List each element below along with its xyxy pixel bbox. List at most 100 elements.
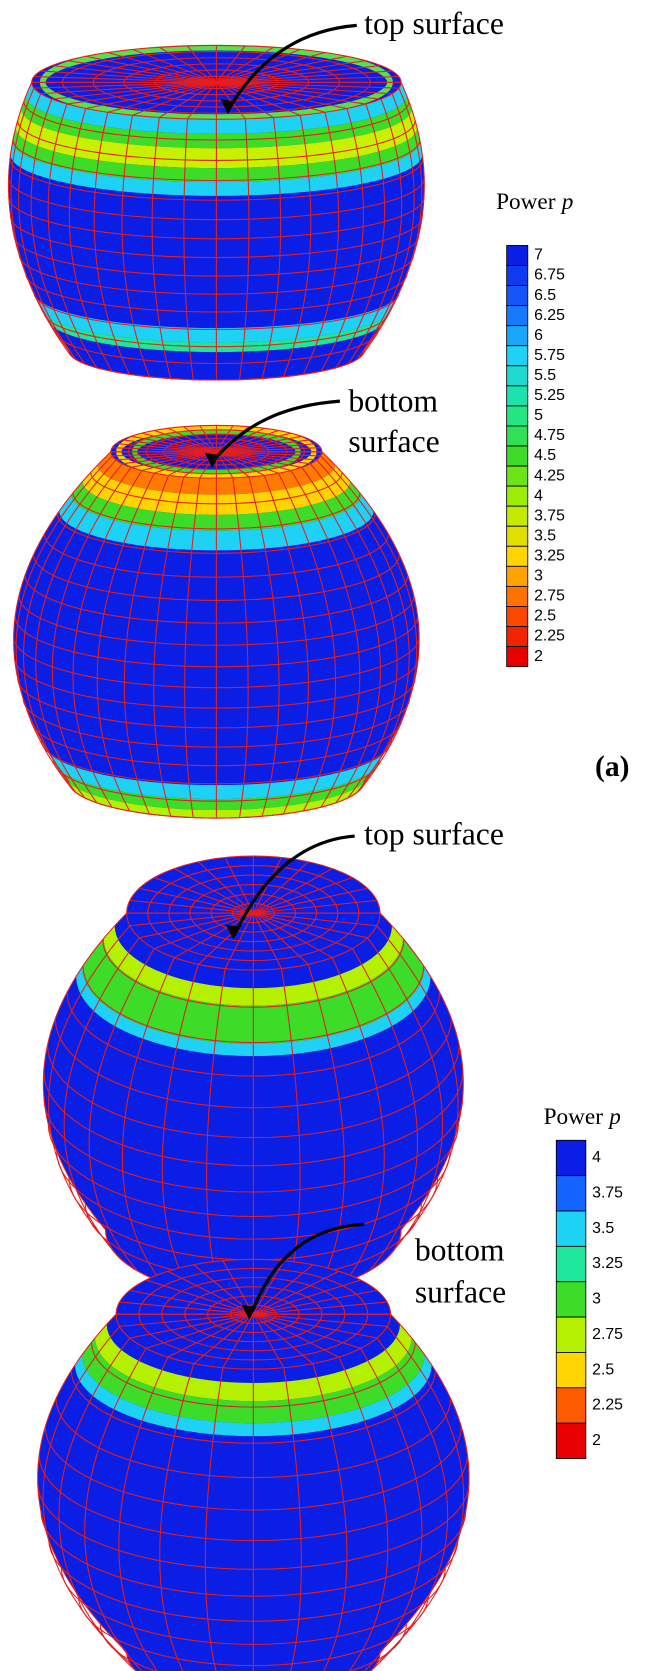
legend-tick-label: 3.5 xyxy=(534,527,556,544)
annotation-arrow xyxy=(236,834,355,930)
legend-tick-label: 3.25 xyxy=(534,547,565,564)
legend-tick-label: 3.5 xyxy=(592,1220,614,1237)
legend-cell xyxy=(506,565,529,587)
legend-tick-label: 4.25 xyxy=(534,467,565,484)
legend-title: Power p xyxy=(544,1104,621,1130)
legend-tick-label: 3 xyxy=(592,1291,601,1308)
legend-cell xyxy=(506,265,529,286)
mesh-line xyxy=(44,1426,462,1511)
mesh-line xyxy=(10,216,423,259)
mesh-line xyxy=(30,719,403,767)
surface-band xyxy=(103,925,403,1006)
mesh-object xyxy=(42,855,464,1297)
mesh-line xyxy=(24,575,409,624)
legend-tick-label: 2.25 xyxy=(592,1397,623,1414)
surface-band xyxy=(71,481,362,531)
mesh-line xyxy=(8,178,425,221)
mesh-line xyxy=(13,235,420,277)
mesh-line xyxy=(13,636,420,689)
surface-band xyxy=(26,82,407,134)
panel-label: (a) xyxy=(595,751,629,783)
mesh-object xyxy=(13,424,420,819)
legend-cell xyxy=(555,1175,587,1212)
legend-cell xyxy=(506,525,529,547)
legend-title-word: Power xyxy=(544,1104,604,1130)
surface-band xyxy=(59,494,374,551)
mesh-line xyxy=(8,197,425,240)
legend-tick-label: 6 xyxy=(534,327,543,344)
mesh-line xyxy=(46,1044,460,1139)
annotation-arrow xyxy=(215,399,341,459)
mesh-line xyxy=(32,554,400,601)
arrow-head xyxy=(225,924,241,940)
legend-cell xyxy=(506,245,529,266)
arrow-head xyxy=(241,1304,257,1320)
legend-cell xyxy=(555,1422,587,1459)
mesh-line xyxy=(77,1595,429,1667)
mesh-line xyxy=(99,1623,407,1671)
mesh-line xyxy=(43,1071,464,1167)
legend-tick-label: 2.75 xyxy=(592,1326,623,1343)
mesh-line xyxy=(9,158,424,201)
legend-tick-label: 2 xyxy=(592,1432,601,1449)
legend-cell xyxy=(506,445,529,467)
legend-tick-label: 5.25 xyxy=(534,387,565,404)
legend-tick-label: 6.25 xyxy=(534,307,565,324)
legend-tick-label: 4.5 xyxy=(534,447,556,464)
legend-cell xyxy=(555,1281,587,1318)
arrow-head xyxy=(220,99,236,115)
legend-cell xyxy=(506,606,529,627)
surface-band xyxy=(82,464,351,515)
legend-tick-label: 6.5 xyxy=(534,287,556,304)
legend-title: Power p xyxy=(496,189,573,215)
legend-cell xyxy=(506,325,529,347)
arrow-head xyxy=(204,452,220,468)
mesh-line xyxy=(53,760,380,802)
legend-cell xyxy=(506,465,529,487)
mesh-line xyxy=(13,657,419,709)
legend-cell xyxy=(506,425,529,447)
annotation-text: surface xyxy=(415,1275,506,1310)
legend-cell xyxy=(555,1210,587,1247)
legend-cell xyxy=(506,505,529,527)
legend-tick-label: 2.5 xyxy=(534,608,556,625)
mesh-line xyxy=(38,1454,469,1542)
mesh-line xyxy=(43,1097,464,1193)
legend-tick-label: 3 xyxy=(534,568,543,585)
mesh-line xyxy=(23,101,410,141)
legend-tick-label: 5 xyxy=(534,407,543,424)
legend-tick-label: 4.75 xyxy=(534,427,565,444)
surface-band xyxy=(42,741,391,800)
legend-cell xyxy=(506,285,529,307)
legend-cell xyxy=(555,1139,587,1177)
mesh-line xyxy=(14,616,419,668)
mesh-line xyxy=(56,1150,451,1240)
legend-cell xyxy=(506,485,529,507)
mesh-line xyxy=(54,331,378,365)
legend-cell xyxy=(506,626,529,647)
surface-band xyxy=(75,1354,432,1437)
annotation-text: surface xyxy=(348,424,439,459)
mesh-line xyxy=(55,1398,452,1479)
legend-tick-label: 4 xyxy=(592,1149,601,1166)
annotation-text: top surface xyxy=(364,816,504,851)
legend-cell xyxy=(506,305,529,327)
legend-tick-label: 3.75 xyxy=(592,1185,623,1202)
mesh-line xyxy=(17,678,416,729)
legend-cell xyxy=(555,1245,587,1283)
mesh-object xyxy=(37,1258,470,1671)
mesh-line xyxy=(66,992,441,1077)
annotation-text: bottom xyxy=(415,1232,505,1267)
legend-tick-label: 2.5 xyxy=(592,1361,614,1378)
mesh-line xyxy=(43,312,390,348)
surface-band xyxy=(61,771,372,819)
legend-tick-label: 6.75 xyxy=(534,267,565,284)
mesh-line xyxy=(40,1511,467,1597)
mesh-line xyxy=(90,472,343,505)
mesh-line xyxy=(90,1342,416,1408)
legend-tick-label: 4 xyxy=(534,487,543,504)
legend-cell xyxy=(506,385,529,407)
legend-tick-label: 5.75 xyxy=(534,347,565,364)
mesh-line xyxy=(43,534,389,578)
